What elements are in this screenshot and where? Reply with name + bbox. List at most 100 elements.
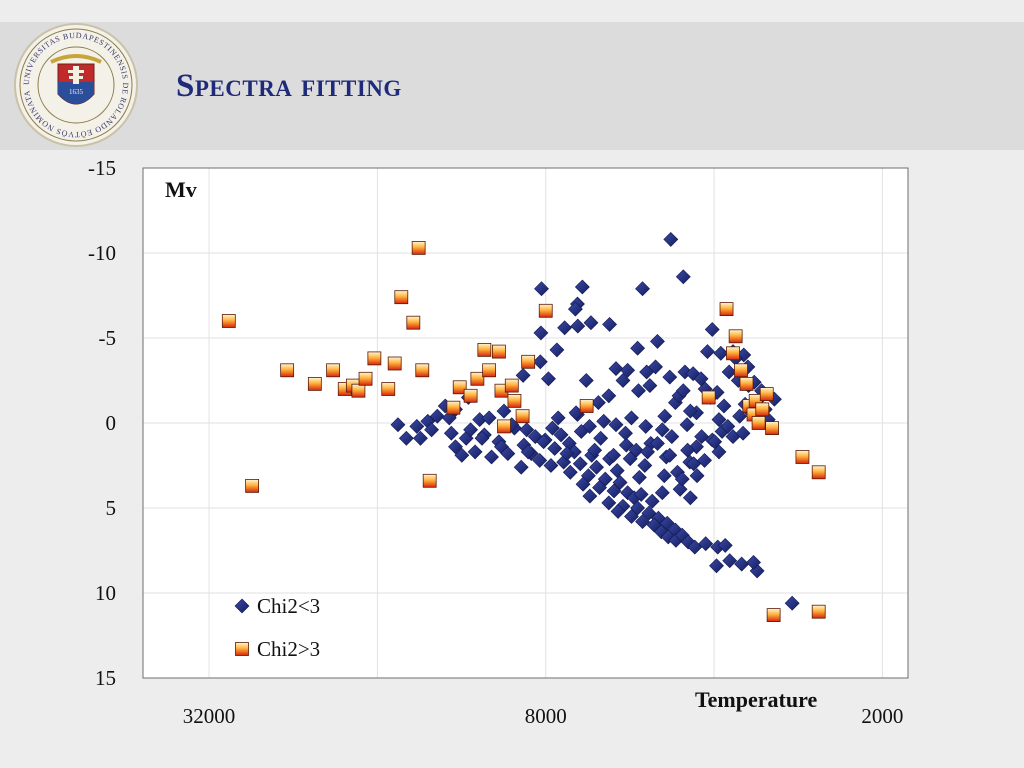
point-chi2-lt3 — [467, 444, 483, 460]
point-chi2-gt3 — [415, 363, 430, 378]
point-chi2-gt3 — [446, 400, 461, 415]
point-chi2-lt3 — [484, 449, 499, 465]
point-chi2-lt3 — [573, 424, 589, 439]
point-chi2-gt3 — [701, 390, 716, 405]
point-chi2-gt3 — [579, 399, 594, 413]
point-chi2-lt3 — [674, 471, 690, 487]
x-tick-label: 8000 — [525, 704, 567, 728]
point-chi2-gt3 — [492, 344, 506, 359]
point-chi2-gt3 — [411, 240, 426, 255]
point-chi2-gt3 — [351, 383, 366, 398]
point-chi2-lt3 — [709, 558, 724, 574]
point-chi2-lt3 — [570, 318, 586, 334]
data-points — [221, 231, 826, 622]
point-chi2-lt3 — [642, 378, 658, 394]
point-chi2-lt3 — [515, 367, 531, 383]
point-chi2-lt3 — [659, 515, 675, 531]
point-chi2-lt3 — [707, 434, 723, 450]
point-chi2-gt3 — [477, 342, 492, 357]
point-chi2-lt3 — [722, 553, 738, 569]
point-chi2-lt3 — [583, 315, 599, 331]
y-axis-label: Mv — [165, 177, 197, 202]
point-chi2-lt3 — [656, 468, 672, 484]
point-chi2-lt3 — [663, 231, 679, 247]
point-chi2-lt3 — [694, 429, 710, 445]
seal-year: 1635 — [69, 88, 84, 96]
point-chi2-lt3 — [679, 417, 695, 433]
page-title: Spectra fitting — [176, 68, 402, 104]
point-chi2-lt3 — [572, 456, 588, 472]
point-chi2-lt3 — [620, 362, 636, 378]
point-chi2-gt3 — [221, 314, 236, 328]
point-chi2-lt3 — [429, 408, 445, 424]
point-chi2-lt3 — [481, 410, 497, 426]
point-chi2-gt3 — [726, 346, 740, 361]
point-chi2-gt3 — [387, 356, 402, 371]
point-chi2-lt3 — [496, 403, 512, 419]
point-chi2-gt3 — [482, 363, 497, 378]
point-chi2-lt3 — [709, 384, 725, 400]
point-chi2-lt3 — [532, 354, 548, 370]
point-chi2-gt3 — [452, 380, 467, 395]
point-chi2-gt3 — [719, 302, 734, 317]
point-chi2-lt3 — [735, 425, 751, 441]
point-chi2-lt3 — [675, 269, 691, 285]
point-chi2-lt3 — [557, 320, 573, 336]
point-chi2-gt3 — [734, 363, 748, 378]
point-chi2-lt3 — [682, 403, 698, 419]
point-chi2-lt3 — [545, 420, 560, 436]
point-chi2-lt3 — [463, 422, 479, 438]
legend-label-chi2-gt3: Chi2>3 — [257, 637, 320, 661]
point-chi2-lt3 — [660, 529, 676, 545]
point-chi2-lt3 — [662, 369, 678, 385]
point-chi2-gt3 — [811, 604, 826, 619]
point-chi2-lt3 — [711, 444, 727, 460]
point-chi2-lt3 — [413, 430, 428, 446]
point-chi2-gt3 — [245, 478, 260, 493]
point-chi2-gt3 — [307, 376, 322, 391]
point-chi2-gt3 — [795, 450, 810, 464]
point-chi2-lt3 — [628, 442, 644, 458]
legend: Chi2<3 Chi2>3 — [234, 594, 320, 661]
x-tick-label: 32000 — [183, 704, 236, 728]
point-chi2-gt3 — [811, 465, 826, 480]
point-chi2-lt3 — [590, 395, 606, 411]
point-chi2-lt3 — [612, 475, 628, 490]
point-chi2-lt3 — [618, 425, 633, 441]
point-chi2-lt3 — [686, 456, 702, 472]
point-chi2-lt3 — [527, 429, 543, 445]
point-chi2-lt3 — [675, 383, 691, 399]
point-chi2-lt3 — [640, 444, 655, 460]
point-chi2-gt3 — [394, 290, 409, 305]
point-chi2-gt3 — [326, 363, 341, 378]
point-chi2-lt3 — [698, 536, 714, 552]
point-chi2-lt3 — [630, 340, 646, 356]
point-chi2-gt3 — [358, 371, 373, 386]
point-chi2-lt3 — [532, 452, 548, 468]
point-chi2-lt3 — [746, 554, 761, 570]
point-chi2-lt3 — [541, 371, 556, 387]
y-tick-label: 5 — [106, 496, 117, 520]
point-chi2-lt3 — [582, 488, 598, 504]
point-chi2-lt3 — [654, 485, 670, 501]
point-chi2-lt3 — [685, 366, 701, 382]
point-chi2-gt3 — [515, 409, 530, 424]
point-chi2-lt3 — [657, 408, 673, 424]
point-chi2-lt3 — [549, 342, 565, 358]
point-chi2-lt3 — [443, 425, 459, 441]
point-chi2-lt3 — [682, 490, 698, 506]
point-chi2-lt3 — [680, 442, 696, 458]
point-chi2-gt3 — [759, 387, 774, 402]
point-chi2-lt3 — [601, 388, 617, 404]
point-chi2-lt3 — [630, 500, 646, 516]
point-chi2-lt3 — [635, 514, 650, 530]
point-chi2-lt3 — [533, 325, 549, 341]
point-chi2-lt3 — [650, 333, 665, 349]
plot-frame — [142, 167, 909, 679]
point-chi2-lt3 — [454, 447, 470, 463]
point-chi2-lt3 — [559, 446, 575, 462]
point-chi2-lt3 — [567, 301, 583, 317]
legend-marker-chi2-lt3 — [234, 598, 250, 614]
point-chi2-lt3 — [631, 469, 647, 485]
